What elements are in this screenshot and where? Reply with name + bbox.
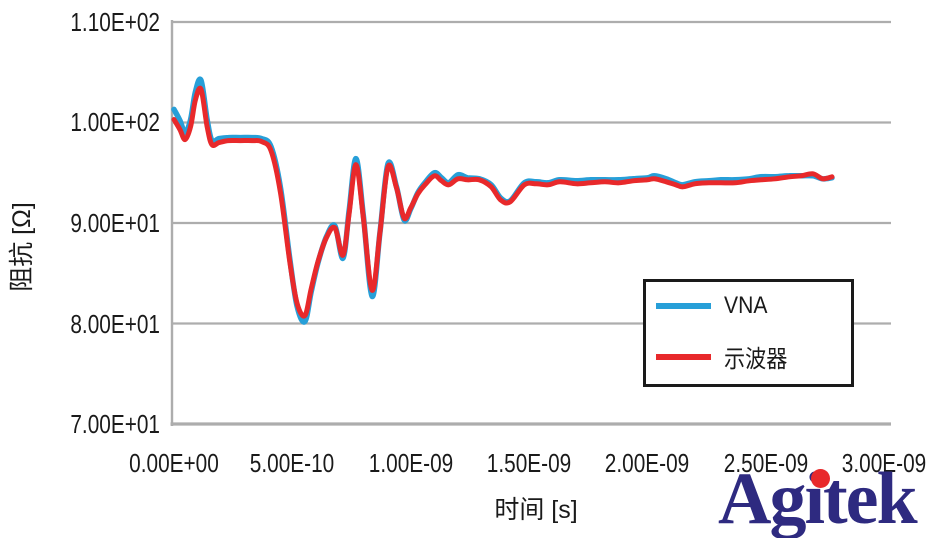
legend-item-oscilloscope: 示波器 [656, 339, 851, 374]
x-tick-label-05ns: 5.00E-10 [249, 448, 335, 478]
legend-label-oscilloscope: 示波器 [724, 346, 788, 374]
y-axis-title: 阻抗 [Ω] [8, 202, 36, 292]
logo-i-dot [811, 469, 830, 488]
oscilloscope-line-swatch [656, 353, 711, 360]
x-tick-label-2ns: 2.00E-09 [604, 448, 690, 478]
y-tick-label-70: 7.00E+01 [70, 409, 160, 439]
x-tick-label-25ns: 2.50E-09 [723, 448, 809, 478]
x-axis-title: 时间 [s] [494, 496, 578, 524]
y-tick-label-90: 9.00E+01 [70, 208, 160, 238]
legend-label-vna: VNA [724, 291, 768, 319]
x-tick-label-0: 0.00E+00 [129, 448, 219, 478]
legend-item-vna: VNA [656, 292, 851, 320]
y-tick-label-110: 1.10E+02 [70, 7, 160, 37]
x-tick-label-3ns: 3.00E-09 [841, 448, 927, 478]
x-tick-label-1ns: 1.00E-09 [368, 448, 454, 478]
series-line-oscilloscope [171, 85, 835, 319]
legend: VNA 示波器 [643, 279, 854, 387]
series-lines [171, 76, 835, 325]
y-tick-label-100: 1.00E+02 [70, 107, 160, 137]
vna-line-swatch [656, 302, 711, 309]
x-tick-label-15ns: 1.50E-09 [486, 448, 572, 478]
agitek-logo: Agitek [718, 462, 918, 536]
y-tick-label-80: 8.00E+01 [70, 309, 160, 339]
